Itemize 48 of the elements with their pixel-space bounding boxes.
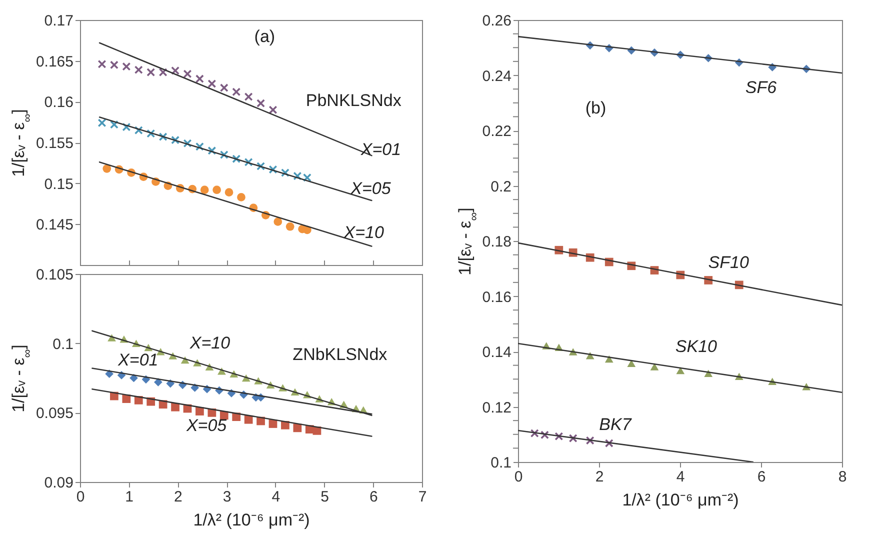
chart-title: (a) [254,27,276,46]
annotation: X=05 [350,179,392,198]
y-tick-label: 0.12 [482,399,512,416]
annotation: X=10 [342,223,384,242]
x-tick-label: 0 [76,488,85,506]
y-tick-label: 0.15 [44,176,74,193]
annotation: SF10 [708,253,750,272]
x-tick-label: 2 [595,468,604,486]
y-tick-label: 0.155 [36,135,74,152]
annotation: X=10 [188,334,231,353]
x-tick-label: 5 [320,488,329,506]
x-tick-label: 4 [676,468,685,486]
annotation: X=05 [185,416,228,435]
y-tick-label: 0.24 [482,68,512,85]
x-tick-label: 3 [222,488,232,506]
x-tick-label: 6 [369,488,378,506]
x-tick-label: 7 [418,488,427,506]
y-tick-label: 0.09 [44,474,74,492]
annotation: SK10 [675,337,718,356]
text: (b) [585,98,606,118]
annotation: X=01 [117,350,158,370]
annotation: X=01 [360,140,402,159]
annotation: SF6 [745,78,778,98]
y-tick-label: 0.26 [482,12,512,30]
y-tick-label: 0.2 [490,178,512,196]
y-tick-label: 0.18 [482,234,512,250]
y-tick-label: 0.22 [482,123,512,140]
x-tick-label: 4 [272,488,280,506]
y-tick-label: 0.095 [36,405,74,422]
x-tick-label: 2 [174,488,182,506]
y-tick-label: 0.1 [490,454,512,472]
y-tick-label: 0.105 [36,266,74,284]
y-tick-label: 0.14 [482,344,512,361]
annotation: PbNKLSNdx [306,90,402,110]
x-tick-label: 8 [838,468,847,486]
x-tick-label: 1 [125,488,134,506]
y-tick-label: 0.16 [44,94,74,112]
y-tick-label: 0.165 [36,53,74,70]
y-tick-label: 0.16 [482,288,512,306]
x-axis-title: 1/λ² (10⁻⁶ μm⁻²) [193,510,310,530]
y-tick-label: 0.1 [52,336,74,353]
x-axis-title: 1/λ² (10⁻⁶ μm⁻²) [622,490,739,510]
x-tick-label: 6 [757,468,766,486]
annotation: ZNbKLSNdx [292,345,388,364]
x-tick-label: 0 [514,468,523,486]
annotation: BK7 [599,414,632,434]
y-tick-label: 0.145 [36,216,74,234]
y-tick-label: 0.17 [44,12,74,30]
